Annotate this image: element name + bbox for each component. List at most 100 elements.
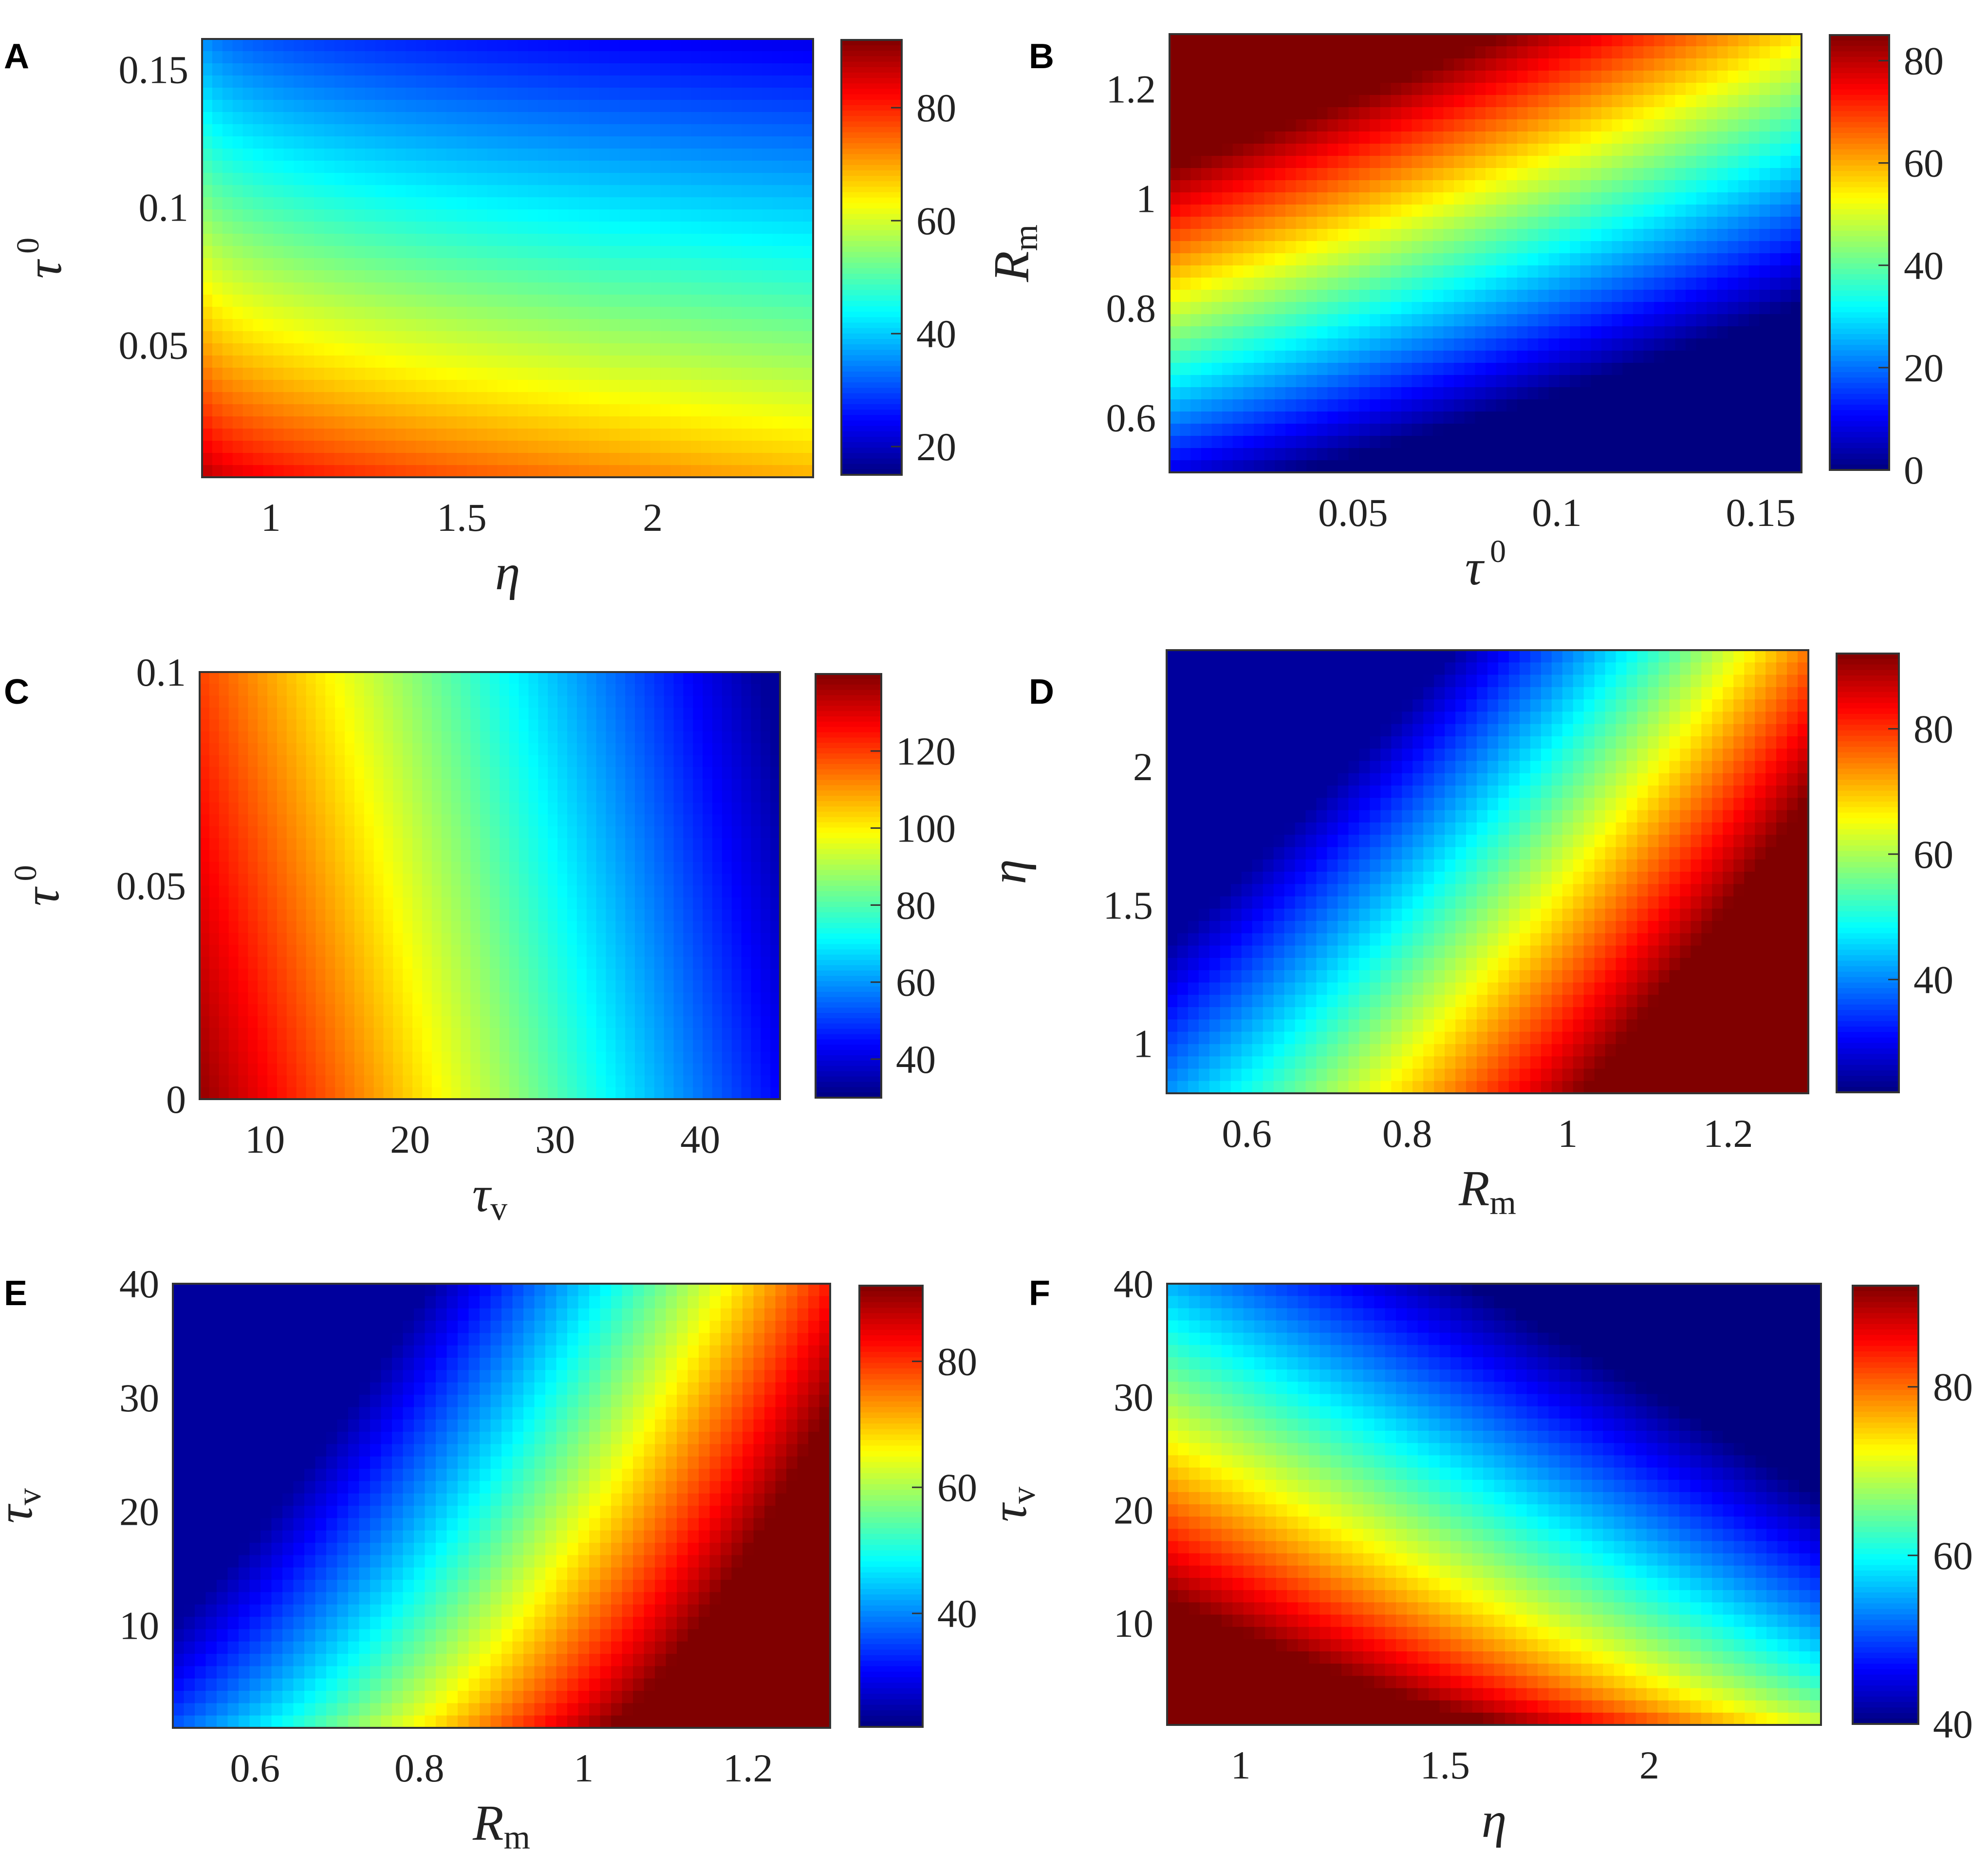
heatmap-cell <box>395 356 407 368</box>
heatmap-cell <box>1359 83 1371 95</box>
heatmap-cell <box>1748 436 1760 449</box>
heatmap-cell <box>548 684 558 696</box>
heatmap-cell <box>253 368 264 380</box>
heatmap-cell <box>1211 34 1223 47</box>
heatmap-cell <box>1633 387 1644 400</box>
heatmap-cell <box>742 295 753 307</box>
colorbar-step <box>1830 464 1889 470</box>
heatmap-cell <box>1496 241 1507 254</box>
heatmap-cell <box>1738 460 1749 473</box>
heatmap-cell <box>569 246 579 259</box>
heatmap-cell <box>1370 302 1381 315</box>
heatmap-cell <box>1422 241 1433 254</box>
heatmap-cell <box>375 100 386 112</box>
heatmap-cell <box>803 234 814 246</box>
y-tick-label: 1 <box>1136 177 1156 221</box>
heatmap-cell <box>558 197 569 210</box>
heatmap-cell <box>557 731 568 744</box>
heatmap-cell <box>1559 119 1571 132</box>
heatmap-cell <box>1170 387 1181 400</box>
heatmap-cell <box>1222 95 1233 108</box>
heatmap-cell <box>466 319 478 332</box>
heatmap-cell <box>650 149 661 161</box>
heatmap-cell <box>650 295 661 307</box>
heatmap-cell <box>344 209 355 222</box>
heatmap-cell <box>314 368 325 380</box>
heatmap-cell <box>446 124 457 137</box>
heatmap-cell <box>446 270 457 283</box>
heatmap-cell <box>212 75 223 88</box>
heatmap-cell <box>1748 71 1760 83</box>
heatmap-cell <box>1696 107 1708 120</box>
heatmap-cell <box>1454 290 1465 302</box>
heatmap-cell <box>1443 326 1455 339</box>
heatmap-cell <box>578 429 590 441</box>
heatmap-cell <box>406 416 417 429</box>
heatmap-cell <box>470 755 481 767</box>
heatmap-cell <box>222 282 233 295</box>
heatmap-cell <box>1296 229 1307 242</box>
heatmap-cell <box>1475 58 1486 71</box>
heatmap-cell <box>1759 302 1771 315</box>
heatmap-cell <box>619 173 631 186</box>
heatmap-cell <box>1780 460 1792 473</box>
heatmap-cell <box>640 343 651 356</box>
heatmap-cell <box>1370 95 1381 108</box>
heatmap-cell <box>1548 338 1560 351</box>
heatmap-cell <box>691 282 702 295</box>
heatmap-cell <box>569 356 579 368</box>
heatmap-cell <box>294 416 305 429</box>
heatmap-cell <box>1317 58 1328 71</box>
heatmap-cell <box>1285 424 1297 436</box>
heatmap-cell <box>1654 144 1665 156</box>
heatmap-cell <box>793 100 804 112</box>
heatmap-cell <box>375 63 386 76</box>
heatmap-cell <box>1707 229 1718 242</box>
heatmap-cell <box>731 258 743 271</box>
heatmap-cell <box>576 743 587 756</box>
heatmap-cell <box>273 75 284 88</box>
heatmap-cell <box>1527 351 1539 363</box>
heatmap-cell <box>1380 424 1392 436</box>
heatmap-cell <box>228 684 239 696</box>
heatmap-cell <box>1717 229 1728 242</box>
heatmap-cell <box>451 743 462 756</box>
heatmap-cell <box>403 708 413 720</box>
heatmap-cell <box>731 295 743 307</box>
heatmap-cell <box>1707 34 1718 47</box>
heatmap-cell <box>441 743 452 756</box>
heatmap-cell <box>1696 302 1708 315</box>
colorbar-step <box>1830 187 1889 193</box>
heatmap-cell <box>1327 46 1339 59</box>
heatmap-cell <box>431 672 442 685</box>
heatmap-cell <box>741 684 752 696</box>
heatmap-cell <box>477 149 488 161</box>
heatmap-cell <box>751 672 762 685</box>
heatmap-cell <box>762 465 773 478</box>
heatmap-cell <box>742 112 753 125</box>
heatmap-cell <box>1359 131 1371 144</box>
heatmap-cell <box>650 197 661 210</box>
colorbar-tick-label: 20 <box>916 425 956 469</box>
heatmap-cell <box>1486 58 1497 71</box>
heatmap-cell <box>1622 302 1634 315</box>
heatmap-cell <box>375 453 386 466</box>
heatmap-cell <box>286 719 297 732</box>
heatmap-cell <box>1232 424 1244 436</box>
heatmap-cell <box>385 100 396 112</box>
heatmap-cell <box>487 209 498 222</box>
heatmap-cell <box>436 124 447 137</box>
heatmap-cell <box>1380 180 1392 193</box>
heatmap-cell <box>793 319 804 332</box>
heatmap-cell <box>212 209 223 222</box>
heatmap-cell <box>1486 144 1497 156</box>
heatmap-cell <box>202 136 213 149</box>
heatmap-cell <box>242 39 254 52</box>
heatmap-cell <box>1580 46 1592 59</box>
heatmap-cell <box>412 755 423 767</box>
heatmap-cell <box>253 270 264 283</box>
heatmap-cell <box>222 319 233 332</box>
heatmap-cell <box>1432 217 1444 229</box>
heatmap-cell <box>1696 363 1708 375</box>
heatmap-cell <box>691 465 702 478</box>
